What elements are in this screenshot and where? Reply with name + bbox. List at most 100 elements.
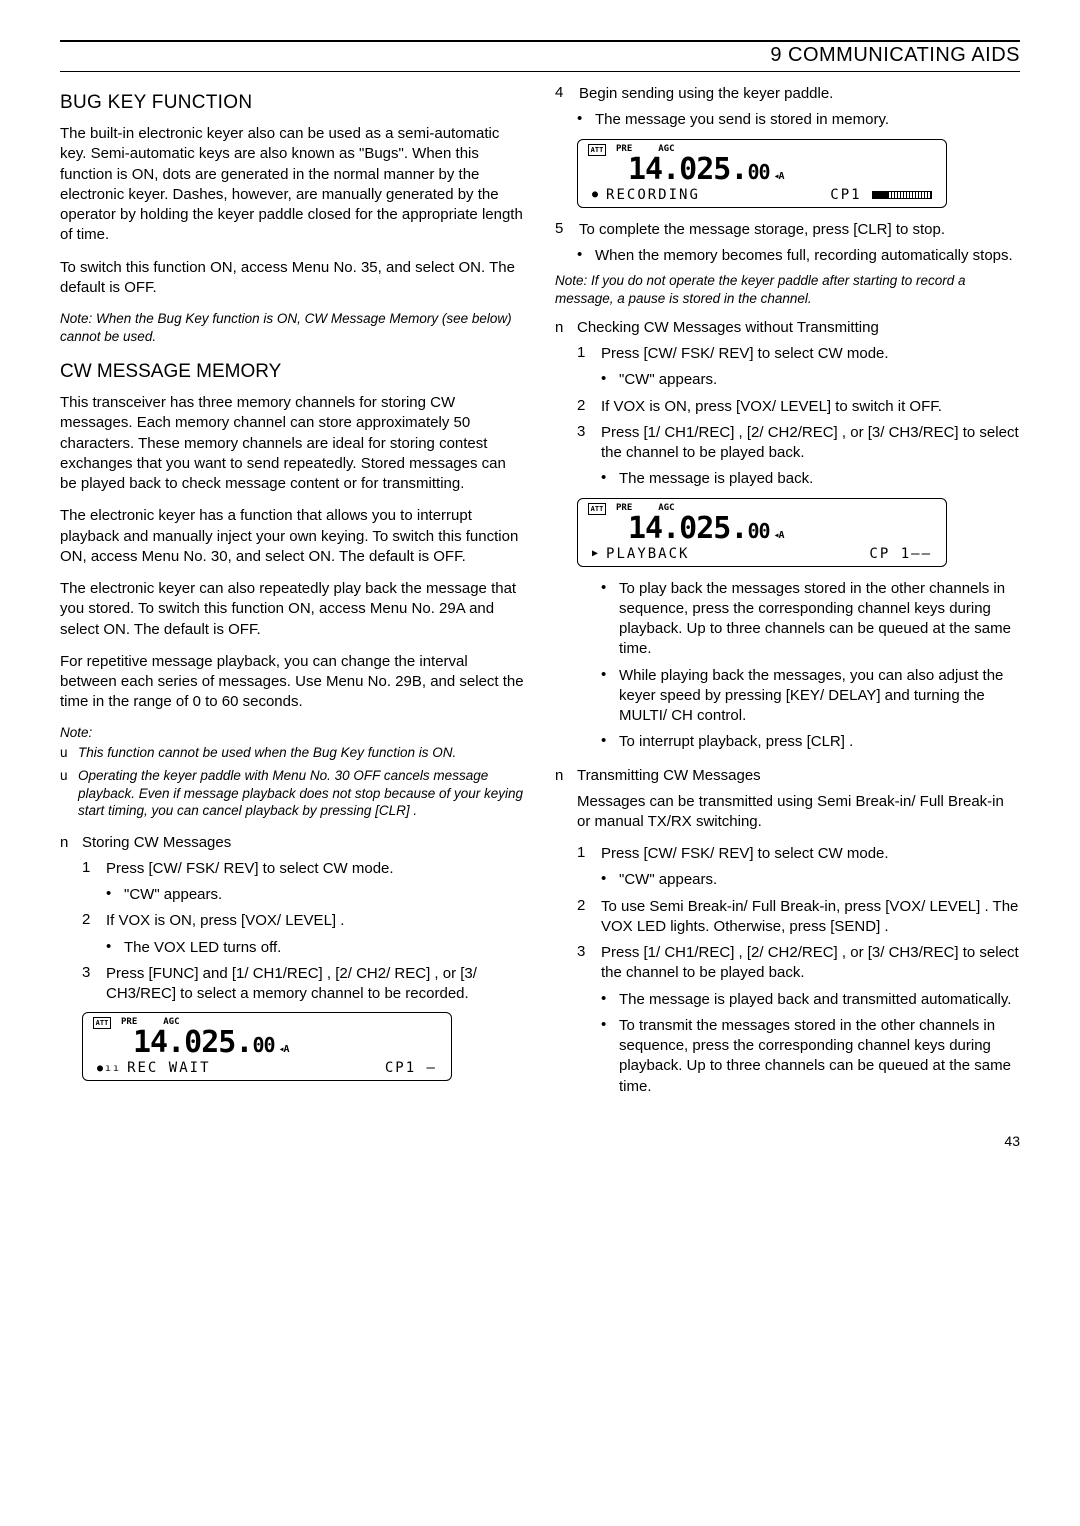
num-marker: 1 (82, 859, 106, 879)
bullet-marker: • (106, 885, 124, 905)
t3b2-text: To transmit the messages stored in the o… (619, 1016, 1020, 1097)
lcd-rec-icon: ●ıı (97, 1063, 121, 1074)
att-icon: ATT (588, 144, 606, 156)
storing-step-2: 2 If VOX is ON, press [VOX/ LEVEL] . (82, 911, 525, 931)
r4-text: Begin sending using the keyer paddle. (579, 84, 1020, 104)
lcd-status-text: PLAYBACK (606, 546, 689, 562)
bullet-marker: • (106, 938, 124, 958)
cw-note2-text: Operating the keyer paddle with Menu No.… (78, 767, 525, 820)
storing-1-bullet: • "CW" appears. (106, 885, 525, 905)
cb2-text: While playing back the messages, you can… (619, 666, 1020, 727)
step-5-bullet: • When the memory becomes full, recordin… (577, 246, 1020, 266)
lcd-display-playback: ATT PRE AGC 14.025.00 ◂A ▶ PLAYBACK CP 1… (577, 498, 947, 567)
checking-title: Checking CW Messages without Transmittin… (577, 319, 1020, 336)
num-marker: 3 (577, 943, 601, 984)
num-marker: 5 (555, 220, 579, 240)
bullet-marker: • (601, 990, 619, 1010)
n-marker: n (555, 767, 577, 784)
page-number: 43 (60, 1133, 1020, 1149)
bullet-marker: • (601, 666, 619, 727)
t3-text: Press [1/ CH1/REC] , [2/ CH2/REC] , or [… (601, 943, 1020, 984)
lcd-bottom-row: ●ıı REC WAIT CP1 – (93, 1060, 441, 1078)
breadcrumb: 9 COMMUNICATING AIDS (770, 44, 1020, 66)
lcd-channel-text: CP1 (830, 187, 861, 203)
check-step-2: 2 If VOX is ON, press [VOX/ LEVEL] to sw… (577, 397, 1020, 417)
lcd-bar-fill (873, 192, 888, 198)
cw-memory-title: CW MESSAGE MEMORY (60, 361, 525, 383)
bug-key-p1: The built-in electronic keyer also can b… (60, 124, 525, 246)
lcd-freq-main: 14.025. (133, 1025, 252, 1060)
cw-p4: For repetitive message playback, you can… (60, 652, 525, 713)
tx-step-3: 3 Press [1/ CH1/REC] , [2/ CH2/REC] , or… (577, 943, 1020, 984)
bullet-marker: • (577, 110, 595, 130)
check-step-1: 1 Press [CW/ FSK/ REV] to select CW mode… (577, 344, 1020, 364)
c3-text: Press [1/ CH1/REC] , [2/ CH2/REC] , or [… (601, 423, 1020, 464)
att-icon: ATT (588, 503, 606, 515)
lcd-freq-main: 14.025. (628, 152, 747, 187)
n-marker: n (555, 319, 577, 336)
bullet-marker: • (601, 870, 619, 890)
lcd-bottom-row: ▶ PLAYBACK CP 1–– (588, 546, 936, 564)
bullet-marker: • (601, 579, 619, 660)
t3b1-text: The message is played back and transmitt… (619, 990, 1020, 1010)
c1b-text: "CW" appears. (619, 370, 1020, 390)
num-marker: 3 (82, 964, 106, 1005)
bullet-marker: • (601, 469, 619, 489)
bullet-marker: • (601, 732, 619, 752)
lcd-freq-sub: 00 (252, 1033, 274, 1057)
tx-1-bullet: • "CW" appears. (601, 870, 1020, 890)
num-marker: 1 (577, 344, 601, 364)
playback-bullet-3: • To interrupt playback, press [CLR] . (601, 732, 1020, 752)
num-marker: 4 (555, 84, 579, 104)
storing-2-bullet: • The VOX LED turns off. (106, 938, 525, 958)
bug-key-p2: To switch this function ON, access Menu … (60, 258, 525, 299)
note-marker: u (60, 767, 78, 820)
tx-title: Transmitting CW Messages (577, 767, 1020, 784)
cb3-text: To interrupt playback, press [CLR] . (619, 732, 1020, 752)
note-marker: u (60, 744, 78, 762)
lcd-bottom-left: ●ıı REC WAIT (97, 1060, 211, 1076)
header: 9 COMMUNICATING AIDS (60, 44, 1020, 72)
lcd-channel-text: CP1 – (385, 1060, 437, 1076)
lcd-freq-sub: 00 (747, 160, 769, 184)
cw-p2: The electronic keyer has a function that… (60, 506, 525, 567)
bullet-marker: • (601, 370, 619, 390)
lcd-rec-icon: ● (592, 189, 600, 200)
cw-note-item-2: u Operating the keyer paddle with Menu N… (60, 767, 525, 820)
bug-key-note: Note: When the Bug Key function is ON, C… (60, 310, 525, 345)
t1b-text: "CW" appears. (619, 870, 1020, 890)
lcd-bottom-right: CP1 (830, 187, 932, 203)
lcd-bottom-left: ▶ PLAYBACK (592, 546, 689, 562)
c2-text: If VOX is ON, press [VOX/ LEVEL] to swit… (601, 397, 1020, 417)
bullet-marker: • (577, 246, 595, 266)
lcd-suffix: ◂A (774, 530, 784, 541)
step-4: 4 Begin sending using the keyer paddle. (555, 84, 1020, 104)
left-column: BUG KEY FUNCTION The built-in electronic… (60, 84, 525, 1103)
t1-text: Press [CW/ FSK/ REV] to select CW mode. (601, 844, 1020, 864)
right-column: 4 Begin sending using the keyer paddle. … (555, 84, 1020, 1103)
tx-step-2: 2 To use Semi Break-in/ Full Break-in, p… (577, 897, 1020, 938)
tx-p1: Messages can be transmitted using Semi B… (577, 792, 1020, 833)
t2-text: To use Semi Break-in/ Full Break-in, pre… (601, 897, 1020, 938)
check-1-bullet: • "CW" appears. (601, 370, 1020, 390)
transmitting-section: n Transmitting CW Messages (555, 767, 1020, 784)
lcd-status-text: RECORDING (606, 187, 700, 203)
tx-3-bullet-1: • The message is played back and transmi… (601, 990, 1020, 1010)
storing-1-text: Press [CW/ FSK/ REV] to select CW mode. (106, 859, 525, 879)
num-marker: 3 (577, 423, 601, 464)
content-columns: BUG KEY FUNCTION The built-in electronic… (60, 84, 1020, 1103)
storing-step-3: 3 Press [FUNC] and [1/ CH1/REC] , [2/ CH… (82, 964, 525, 1005)
storing-1b-text: "CW" appears. (124, 885, 525, 905)
storing-2-text: If VOX is ON, press [VOX/ LEVEL] . (106, 911, 525, 931)
num-marker: 2 (577, 897, 601, 938)
storing-2b-text: The VOX LED turns off. (124, 938, 525, 958)
cw-p1: This transceiver has three memory channe… (60, 393, 525, 494)
c1-text: Press [CW/ FSK/ REV] to select CW mode. (601, 344, 1020, 364)
check-3-bullet: • The message is played back. (601, 469, 1020, 489)
storing-title: Storing CW Messages (82, 834, 525, 851)
lcd-bottom-row: ● RECORDING CP1 (588, 187, 936, 205)
cw-note-item-1: u This function cannot be used when the … (60, 744, 525, 762)
lcd-frequency: 14.025.00 ◂A (628, 511, 936, 546)
tx-step-1: 1 Press [CW/ FSK/ REV] to select CW mode… (577, 844, 1020, 864)
lcd-status-text: REC WAIT (127, 1060, 210, 1076)
